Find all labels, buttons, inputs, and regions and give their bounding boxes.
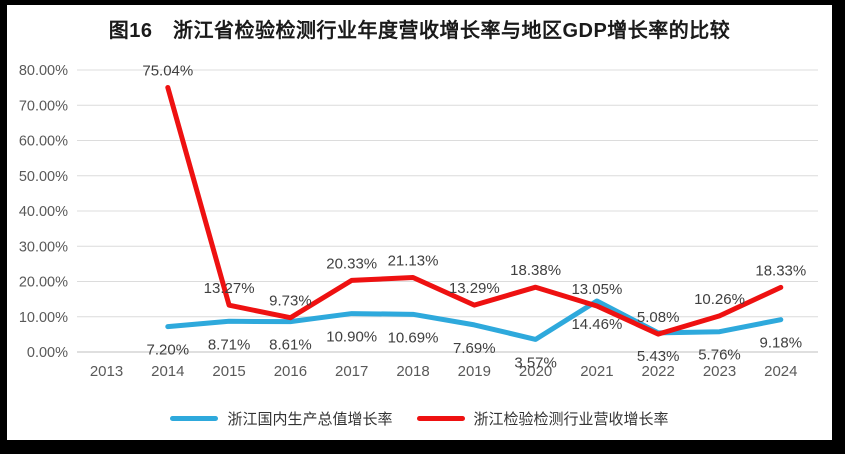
data-label-gdp: 8.71% <box>208 336 251 353</box>
data-label-revenue: 5.08% <box>637 309 680 326</box>
data-label-revenue: 13.05% <box>571 281 622 298</box>
legend-label-gdp: 浙江国内生产总值增长率 <box>227 410 393 428</box>
x-tick-label: 2016 <box>274 363 307 380</box>
y-tick-label: 40.00% <box>19 204 68 220</box>
data-label-revenue: 10.26% <box>694 291 745 308</box>
x-tick-label: 2022 <box>642 363 675 380</box>
x-tick-label: 2017 <box>335 363 368 380</box>
x-tick-label: 2018 <box>396 363 429 380</box>
data-label-revenue: 18.33% <box>755 262 806 279</box>
y-tick-label: 0.00% <box>27 345 68 361</box>
data-label-revenue: 13.27% <box>204 280 255 297</box>
data-label-gdp: 9.18% <box>760 335 803 352</box>
data-label-gdp: 3.57% <box>514 354 557 371</box>
legend-item-revenue: 浙江检验检测行业营收增长率 <box>416 408 669 429</box>
chart-panel: 图16 浙江省检验检测行业年度营收增长率与地区GDP增长率的比较 0.00% 10… <box>7 5 832 440</box>
y-tick-label: 10.00% <box>19 310 68 326</box>
x-tick-label: 2019 <box>458 363 491 380</box>
chart-plot-area: 0.00% 10.00% 20.00% 30.00% 40.00% 50.00% 60.00… <box>19 62 818 380</box>
x-tick-label: 2024 <box>764 363 797 380</box>
data-label-revenue: 9.73% <box>269 293 312 310</box>
x-tick-label: 2023 <box>703 363 736 380</box>
legend-item-gdp: 浙江国内生产总值增长率 <box>170 408 393 429</box>
data-label-gdp: 10.69% <box>388 329 439 346</box>
data-label-revenue: 13.29% <box>449 280 500 297</box>
series-line-gdp <box>165 298 784 342</box>
data-label-revenue: 20.33% <box>326 255 377 272</box>
x-tick-label: 2015 <box>212 363 245 380</box>
y-tick-label: 20.00% <box>19 275 68 291</box>
y-tick-label: 30.00% <box>19 239 68 255</box>
y-tick-label: 70.00% <box>19 98 68 114</box>
data-label-gdp: 14.46% <box>571 316 622 333</box>
x-tick-label: 2020 <box>519 363 552 380</box>
data-label-gdp: 5.43% <box>637 348 680 365</box>
data-label-gdp: 5.76% <box>698 347 741 364</box>
y-tick-label: 50.00% <box>19 169 68 185</box>
data-label-revenue: 21.13% <box>388 253 439 270</box>
chart-title: 图16 浙江省检验检测行业年度营收增长率与地区GDP增长率的比较 <box>108 20 731 42</box>
x-tick-label: 2014 <box>151 363 184 380</box>
data-label-revenue: 75.04% <box>142 62 193 79</box>
legend-label-revenue: 浙江检验检测行业营收增长率 <box>473 410 669 428</box>
legend-line-revenue-icon <box>416 415 465 421</box>
data-label-gdp: 7.69% <box>453 340 496 357</box>
y-tick-label: 60.00% <box>19 134 68 150</box>
series-line-revenue <box>165 84 784 337</box>
data-label-gdp: 10.90% <box>326 329 377 346</box>
data-label-revenue: 18.38% <box>510 262 561 279</box>
chart-legend: 浙江国内生产总值增长率 浙江检验检测行业营收增长率 <box>7 406 832 430</box>
y-tick-label: 80.00% <box>19 63 68 79</box>
data-label-gdp: 8.61% <box>269 337 312 354</box>
x-tick-label: 2021 <box>580 363 613 380</box>
x-tick-label: 2013 <box>90 363 123 380</box>
data-label-gdp: 7.20% <box>147 342 190 359</box>
legend-line-gdp-icon <box>170 415 219 421</box>
